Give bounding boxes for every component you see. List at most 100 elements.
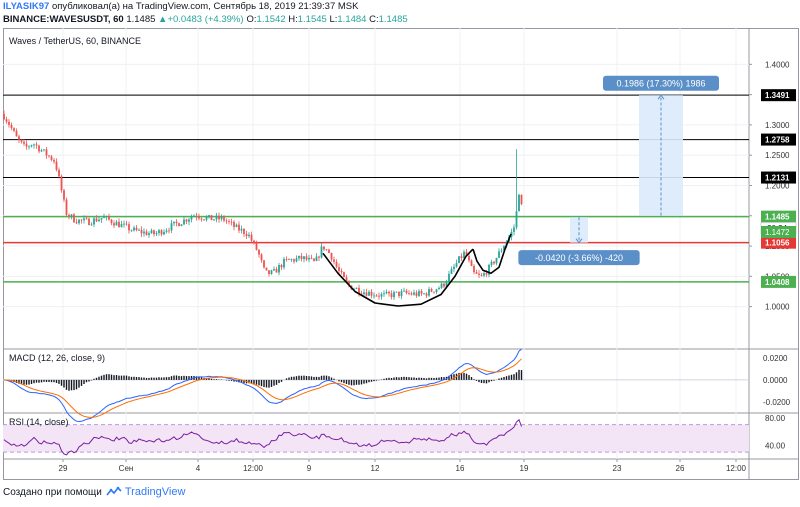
candle-body	[315, 256, 318, 261]
candle-body	[138, 229, 140, 231]
measure-arrowhead-icon	[575, 238, 583, 244]
candle-body	[480, 274, 483, 276]
candle-body	[418, 291, 420, 296]
candle-body	[123, 223, 125, 225]
candle-body	[368, 291, 370, 296]
candle-body	[393, 292, 395, 298]
candle-body	[38, 145, 40, 152]
candle-body	[78, 219, 80, 224]
candle-body	[438, 287, 440, 290]
candle-body	[408, 293, 410, 294]
candle-body	[15, 130, 18, 137]
price-tick-label: 1.2000	[765, 181, 790, 190]
time-tick-label: 16	[456, 464, 465, 473]
created-by-text: Создано при помощи	[3, 486, 102, 498]
candle-body	[223, 216, 225, 221]
candle-body	[325, 249, 328, 251]
candle-body	[398, 291, 400, 296]
candle-body	[260, 254, 263, 261]
candle-body	[168, 230, 170, 232]
candle-body	[285, 258, 288, 260]
author-name[interactable]: ILYASIK97	[3, 1, 50, 12]
candle-body	[5, 119, 8, 122]
candle-body	[203, 219, 205, 221]
candle-body	[68, 214, 70, 217]
horizontal-levels[interactable]	[3, 94, 749, 283]
candle-body	[155, 233, 158, 235]
candle-body	[73, 214, 75, 223]
tradingview-logo-icon[interactable]	[106, 486, 122, 498]
candle-body	[458, 256, 460, 264]
candle-body	[13, 128, 15, 131]
candle-body	[270, 270, 273, 275]
candle-body	[153, 230, 155, 235]
signal-line	[3, 358, 522, 418]
candle-body	[165, 230, 168, 232]
candle-body	[173, 221, 175, 224]
candle-body	[50, 156, 53, 160]
extra-price-tag-label: 1.1472	[765, 228, 790, 237]
candle-body	[150, 230, 153, 234]
candle-body	[328, 249, 330, 253]
candle-body	[118, 221, 120, 228]
candle-body	[273, 269, 275, 271]
candle-body	[23, 141, 25, 144]
price-tick-label: 1.3000	[765, 121, 790, 130]
candle-body	[425, 293, 428, 296]
time-tick-label: Сен	[119, 464, 134, 473]
candle-body	[170, 223, 173, 231]
candle-body	[3, 114, 5, 120]
publish-info: ILYASIK97 опубликовал(а) на TradingView.…	[3, 1, 358, 12]
time-tick-label: 26	[676, 464, 685, 473]
candle-body	[428, 289, 430, 296]
candle-body	[238, 224, 240, 231]
candle-body	[255, 242, 258, 250]
candle-body	[465, 251, 468, 256]
candle-body	[108, 216, 110, 220]
candle-body	[515, 211, 518, 228]
candle-body	[195, 215, 198, 217]
candle-body	[8, 121, 10, 125]
candle-body	[180, 224, 183, 227]
measure-arrowhead-icon	[657, 94, 665, 100]
candle-body	[450, 269, 453, 274]
candle-body	[200, 218, 203, 220]
candle-body	[158, 230, 160, 234]
candle-body	[230, 221, 233, 223]
candle-body	[295, 258, 298, 262]
level-tag-label: 1.2758	[765, 136, 790, 145]
candle-body	[363, 292, 365, 295]
candle-body	[18, 136, 20, 140]
measure-tools[interactable]: 0.1986 (17.30%) 1986 -0.0420 (-3.66%) -42…	[518, 75, 719, 266]
up-arrow-icon: ▲	[158, 14, 168, 25]
candle-body	[245, 234, 248, 237]
candle-body	[410, 293, 413, 295]
candle-body	[45, 149, 48, 156]
rsi-band	[3, 424, 749, 453]
candle-body	[30, 145, 33, 147]
level-tag-box	[761, 236, 796, 249]
candle-body	[208, 215, 210, 218]
candle-body	[258, 249, 260, 255]
candle-body	[98, 219, 100, 222]
cup-curve	[322, 248, 474, 307]
candle-body	[473, 266, 475, 273]
candle-body	[240, 228, 243, 231]
chart-svg[interactable]: 0.1986 (17.30%) 1986 -0.0420 (-3.66%) -42…	[3, 28, 799, 480]
candle-body	[493, 261, 495, 264]
candle-body	[75, 222, 78, 224]
candle-body	[43, 149, 45, 151]
chart-area[interactable]: 0.1986 (17.30%) 1986 -0.0420 (-3.66%) -42…	[3, 28, 799, 480]
candle-body	[405, 290, 408, 294]
level-tag-box	[761, 275, 796, 288]
price-tick-label: 1.0000	[765, 303, 790, 312]
candle-body	[455, 263, 458, 267]
candle-body	[280, 264, 283, 268]
tradingview-brand[interactable]: TradingView	[124, 486, 186, 498]
candle-body	[483, 273, 485, 276]
cup-handle-drawing[interactable]	[322, 233, 512, 307]
level-tag-label: 1.2131	[765, 174, 790, 183]
candle-body	[413, 292, 415, 295]
candle-body	[60, 176, 63, 191]
candle-body	[358, 287, 360, 294]
